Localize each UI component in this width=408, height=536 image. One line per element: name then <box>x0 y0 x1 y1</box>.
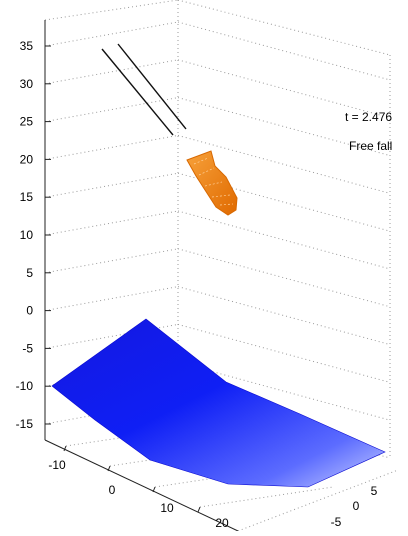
x-tick-label: -10 <box>48 458 66 472</box>
grid-line <box>177 59 391 119</box>
grid-line <box>44 172 179 198</box>
grid-line <box>44 286 179 312</box>
x-tick-label: 20 <box>215 516 229 530</box>
z-tick-label: 5 <box>26 266 33 280</box>
z-tick-label: 15 <box>20 190 34 204</box>
z-tick-label: -10 <box>16 379 34 393</box>
z-tick-label: 30 <box>20 77 34 91</box>
grid-line <box>44 0 179 21</box>
x-tick <box>152 486 156 493</box>
x-tick-label: 10 <box>160 501 174 515</box>
falling-body <box>186 150 238 216</box>
grid-line <box>177 134 391 194</box>
grid-line <box>177 97 391 157</box>
z-tick-label: 0 <box>26 304 33 318</box>
grid-line <box>177 210 391 270</box>
grid-line <box>44 134 179 160</box>
grid-line <box>177 248 391 308</box>
grid-line <box>44 97 179 123</box>
grid-line <box>44 210 179 236</box>
grid-line <box>177 0 391 56</box>
phase-annotation: Free fall <box>349 139 392 153</box>
y-tick-label: 0 <box>353 499 360 513</box>
z-tick-label: -15 <box>16 417 34 431</box>
time-annotation: t = 2.476 <box>345 110 392 124</box>
grid-line <box>177 286 391 346</box>
z-tick-label: 35 <box>20 39 34 53</box>
grid-line <box>177 323 391 383</box>
y-tick-label: 5 <box>371 484 378 498</box>
x-tick <box>197 506 201 513</box>
x-axis-line <box>44 439 239 532</box>
grid-line <box>44 21 179 47</box>
z-tick-label: -5 <box>22 341 33 355</box>
rail-line-right <box>117 43 187 130</box>
rail-lines <box>101 43 187 136</box>
rail-line-left <box>101 48 174 136</box>
z-tick-label: 20 <box>20 152 34 166</box>
z-tick-label: 25 <box>20 115 34 129</box>
x-tick <box>63 445 67 452</box>
ground-surface <box>51 318 386 488</box>
grid-line <box>177 21 391 81</box>
z-tick-label: 10 <box>20 228 34 242</box>
grid-line <box>237 469 399 532</box>
x-tick-label: 0 <box>109 483 116 497</box>
y-tick-label: -5 <box>331 515 342 529</box>
grid-line <box>199 486 334 508</box>
x-tick <box>107 465 111 472</box>
grid-line <box>44 59 179 85</box>
grid-line <box>44 248 179 274</box>
axis-lines <box>44 20 239 532</box>
